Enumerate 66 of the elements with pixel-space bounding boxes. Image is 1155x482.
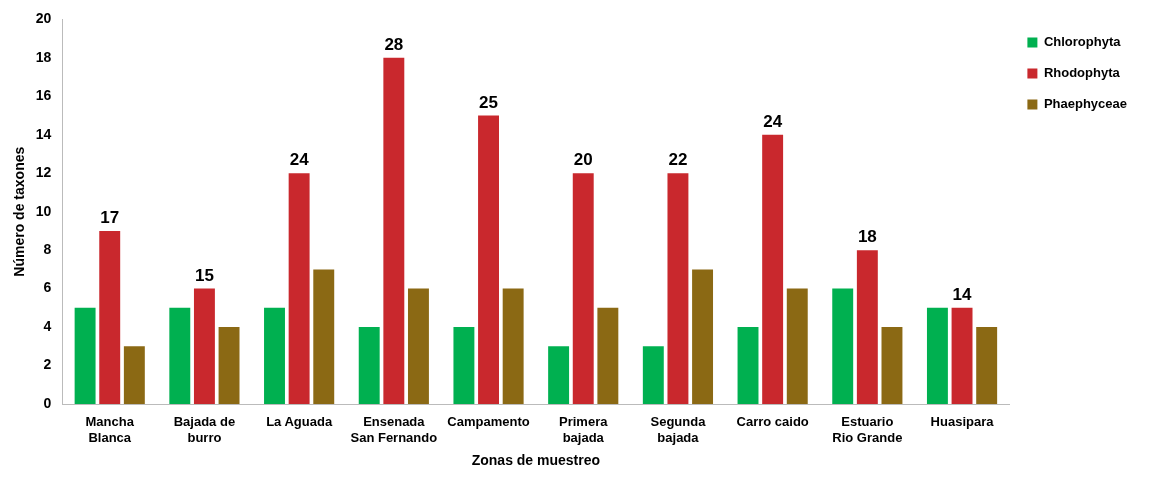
total-label: 28: [384, 35, 404, 55]
x-tick-label: La Aguada: [266, 414, 333, 430]
y-tick-label: 6: [43, 279, 52, 296]
y-tick-label: 10: [35, 202, 52, 219]
bar: [218, 327, 240, 404]
x-tick-label: Campamento: [447, 414, 530, 430]
bar: [264, 307, 285, 404]
bar: [832, 288, 854, 404]
bar: [548, 346, 570, 404]
bar: [123, 346, 145, 404]
bar: [169, 307, 191, 404]
bar: [856, 250, 878, 404]
y-tick-label: 4: [43, 317, 52, 334]
total-label: 20: [573, 150, 593, 170]
total-label: 25: [479, 92, 498, 112]
x-tick-label: Segunda bajada: [650, 414, 707, 445]
x-tick-label: Estuario Rio Grande: [832, 414, 903, 445]
bar: [926, 307, 948, 404]
bar: [407, 288, 429, 404]
y-tick-label: 16: [35, 87, 52, 104]
bar: [193, 288, 215, 404]
total-label: 24: [763, 111, 783, 131]
bar: [737, 327, 759, 404]
total-label: 24: [289, 150, 310, 170]
bar: [881, 327, 903, 404]
bar: [478, 115, 499, 404]
bar: [358, 327, 380, 404]
y-tick-label: 8: [43, 241, 52, 258]
x-tick-label: Carro caido: [736, 414, 809, 430]
bar: [572, 173, 594, 404]
x-tick-label: Mancha Blanca: [85, 414, 135, 445]
total-label: 14: [952, 285, 973, 305]
y-tick-label: 2: [43, 356, 52, 373]
bar: [597, 307, 619, 404]
bar: [74, 307, 96, 404]
total-label: 22: [668, 150, 688, 170]
legend-label: Phaephyceae: [1043, 96, 1128, 112]
y-tick-label: 20: [35, 10, 52, 27]
bar: [288, 173, 310, 404]
bar: [453, 327, 475, 404]
bar: [762, 134, 784, 404]
x-tick-label: Ensenada San Fernando: [350, 414, 438, 445]
y-tick-label: 14: [35, 125, 52, 142]
total-label: 18: [857, 227, 877, 247]
x-tick-label: Bajada de burro: [173, 414, 236, 445]
bar: [692, 269, 714, 404]
y-tick-label: 18: [35, 48, 52, 65]
bar: [313, 269, 335, 404]
legend-label: Chlorophyta: [1043, 34, 1122, 50]
x-tick-label: Primera bajada: [559, 414, 609, 445]
legend-label: Rhodophyta: [1043, 65, 1121, 81]
bar: [976, 327, 998, 404]
bar: [642, 346, 664, 404]
y-axis-title: Número de taxones: [11, 146, 28, 277]
total-label: 15: [194, 265, 214, 285]
bar: [667, 173, 689, 404]
bar: [951, 307, 973, 404]
x-tick-label: Huasipara: [930, 414, 995, 430]
x-axis-title: Zonas de muestreo: [471, 452, 601, 469]
bar: [502, 288, 524, 404]
bar: [786, 288, 808, 404]
y-tick-label: 12: [35, 164, 52, 181]
bar: [383, 57, 405, 404]
bar: [99, 230, 121, 404]
y-tick-label: 0: [43, 394, 52, 411]
total-label: 17: [100, 208, 120, 228]
